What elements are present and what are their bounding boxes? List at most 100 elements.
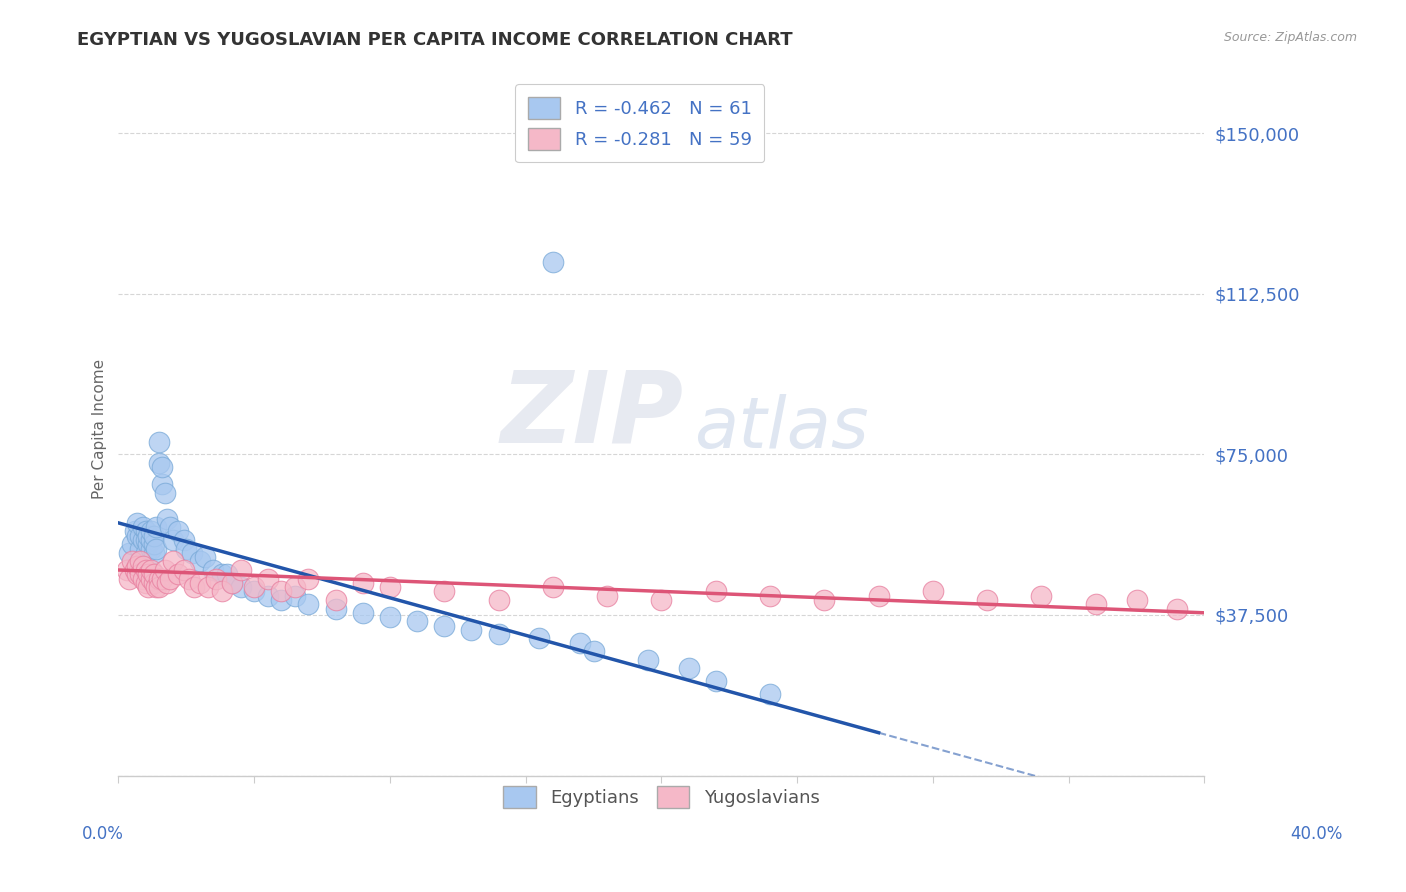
Point (121, 554, 143, 568)
Point (153, 486, 176, 500)
Point (150, 477, 173, 491)
Point (1166, 601, 1188, 615)
Point (297, 572, 319, 586)
Point (121, 537, 143, 551)
Point (568, 636, 591, 650)
Point (136, 529, 159, 543)
Point (136, 580, 159, 594)
Text: atlas: atlas (695, 394, 869, 463)
Point (129, 567, 152, 582)
Point (256, 572, 278, 586)
Point (221, 575, 243, 590)
Point (582, 644, 605, 658)
Point (678, 661, 700, 675)
Point (433, 618, 456, 632)
Point (135, 533, 157, 547)
Point (156, 511, 179, 525)
Point (129, 541, 152, 556)
Point (197, 580, 219, 594)
Point (637, 653, 659, 667)
Point (460, 623, 482, 637)
Point (135, 524, 157, 539)
Point (132, 572, 155, 586)
Point (127, 529, 149, 543)
Point (183, 580, 205, 594)
Point (127, 516, 149, 530)
Point (229, 563, 252, 577)
Point (129, 554, 152, 568)
Point (132, 533, 155, 547)
Point (202, 563, 225, 577)
Point (922, 584, 945, 599)
Point (139, 563, 162, 577)
Point (142, 567, 165, 582)
Point (352, 606, 374, 620)
Point (173, 563, 195, 577)
Point (205, 572, 228, 586)
Point (704, 674, 727, 689)
Point (759, 687, 782, 701)
Point (139, 524, 162, 539)
Point (1084, 597, 1107, 611)
Text: 0.0%: 0.0% (82, 825, 124, 843)
Point (173, 533, 195, 547)
Point (145, 541, 167, 556)
Point (135, 575, 157, 590)
Point (188, 554, 211, 568)
Legend: Egyptians, Yugoslavians: Egyptians, Yugoslavians (496, 779, 827, 815)
Text: 40.0%: 40.0% (1291, 825, 1343, 843)
Point (136, 537, 159, 551)
Point (124, 524, 146, 539)
Point (139, 533, 162, 547)
Point (124, 563, 146, 577)
Point (135, 563, 157, 577)
Point (529, 632, 551, 646)
Point (142, 537, 165, 551)
Point (215, 567, 238, 582)
Point (378, 610, 401, 624)
Text: Source: ZipAtlas.com: Source: ZipAtlas.com (1223, 31, 1357, 45)
Point (325, 601, 347, 615)
Point (129, 529, 152, 543)
Point (488, 593, 510, 607)
Point (159, 520, 181, 534)
Point (145, 520, 167, 534)
Point (243, 580, 266, 594)
Point (118, 546, 141, 560)
Point (188, 575, 211, 590)
Point (142, 575, 165, 590)
Point (650, 593, 672, 607)
Point (115, 563, 138, 577)
Point (118, 572, 141, 586)
Point (180, 546, 202, 560)
Point (270, 584, 292, 599)
Point (167, 524, 190, 539)
Point (541, 254, 564, 268)
Point (153, 563, 176, 577)
Point (132, 520, 155, 534)
Point (488, 627, 510, 641)
Point (270, 593, 292, 607)
Point (596, 589, 619, 603)
Point (221, 575, 243, 590)
Point (297, 597, 319, 611)
Point (243, 584, 266, 599)
Point (211, 567, 233, 582)
Point (406, 615, 429, 629)
Point (139, 572, 162, 586)
Point (150, 572, 173, 586)
Point (139, 541, 162, 556)
Point (256, 589, 278, 603)
Point (976, 593, 998, 607)
Text: ZIP: ZIP (501, 367, 683, 463)
Point (162, 554, 184, 568)
Point (148, 434, 170, 449)
Point (378, 580, 401, 594)
Point (127, 558, 149, 573)
Point (1125, 593, 1147, 607)
Point (325, 593, 347, 607)
Point (142, 546, 165, 560)
Point (176, 541, 198, 556)
Point (813, 593, 835, 607)
Point (136, 567, 159, 582)
